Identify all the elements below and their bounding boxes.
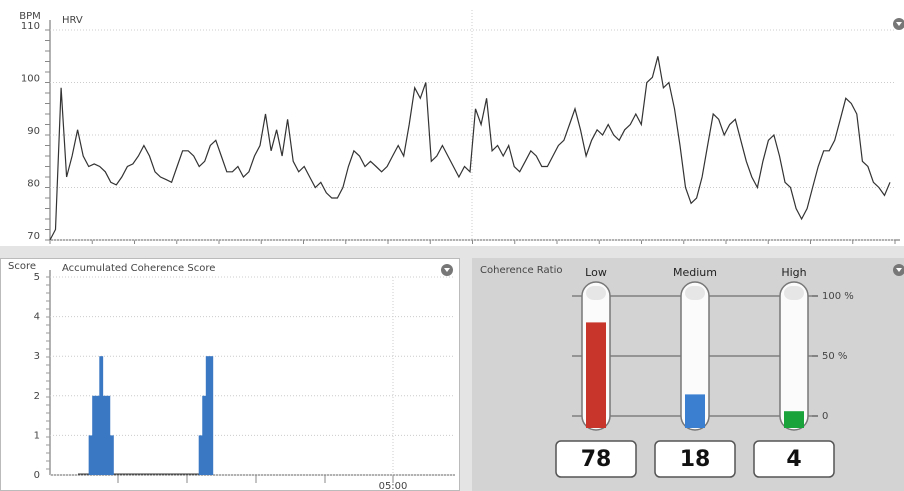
y-tick-label: 3	[34, 351, 40, 362]
y-tick-label: 5	[34, 272, 40, 283]
category-label: High	[781, 266, 806, 279]
y-tick-label: 80	[27, 179, 40, 190]
collapse-button[interactable]	[893, 264, 904, 276]
score-step	[109, 435, 114, 475]
ratio-bar	[685, 394, 705, 428]
hrv-line	[49, 56, 891, 241]
y-tick-label: 50 %	[822, 351, 847, 362]
y-tick-label: 90	[27, 126, 40, 137]
score-step	[92, 395, 97, 475]
value-label: 4	[786, 447, 801, 472]
score-step	[209, 356, 214, 475]
ratio-bar	[784, 411, 804, 428]
score-step	[102, 395, 107, 475]
splitter[interactable]	[0, 246, 904, 258]
y-tick-label: 110	[21, 21, 40, 32]
collapse-button[interactable]	[441, 264, 453, 276]
score-step	[95, 395, 100, 475]
score-step	[106, 395, 111, 475]
value-box	[654, 440, 736, 478]
tube	[779, 281, 809, 431]
y-tick-label: 100 %	[822, 291, 854, 302]
score-step	[99, 356, 104, 475]
value-box	[555, 440, 637, 478]
collapse-button[interactable]	[893, 18, 904, 30]
value-label: 18	[680, 447, 711, 472]
tube-gloss	[586, 286, 606, 300]
y-tick-label: 4	[34, 312, 40, 323]
y-tick-label: 70	[27, 231, 40, 242]
tube-gloss	[685, 286, 705, 300]
score-step	[88, 435, 93, 475]
axis-label: Score	[8, 261, 36, 272]
y-tick-label: 1	[34, 430, 40, 441]
tube-gloss	[784, 286, 804, 300]
y-tick-label: 2	[34, 391, 40, 402]
chart-title: Accumulated Coherence Score	[62, 263, 215, 274]
category-label: Low	[585, 266, 607, 279]
value-label: 78	[581, 447, 612, 472]
score-step	[205, 356, 210, 475]
score-step	[198, 435, 203, 475]
category-label: Medium	[673, 266, 717, 279]
y-tick-label: 0	[822, 411, 828, 422]
chart-title: HRV	[62, 15, 83, 26]
chart-title: Coherence Ratio	[480, 265, 562, 276]
splitter[interactable]	[460, 258, 472, 491]
value-box	[753, 440, 835, 478]
x-tick-label: 05:00	[379, 481, 408, 491]
y-tick-label: 100	[21, 74, 40, 85]
score-step	[202, 395, 207, 475]
y-tick-label: 0	[34, 470, 40, 481]
ratio-bar	[586, 322, 606, 428]
axis-label: BPM	[19, 11, 41, 22]
tube	[680, 281, 710, 431]
